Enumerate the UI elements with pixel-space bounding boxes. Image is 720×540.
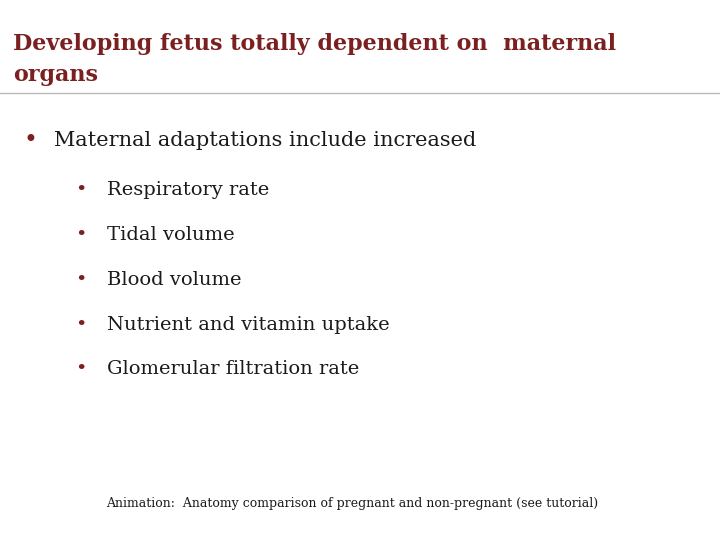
Text: Respiratory rate: Respiratory rate xyxy=(107,181,269,199)
Text: •: • xyxy=(76,271,87,289)
Text: Maternal adaptations include increased: Maternal adaptations include increased xyxy=(54,131,476,150)
Text: Glomerular filtration rate: Glomerular filtration rate xyxy=(107,360,359,379)
Text: •: • xyxy=(76,181,87,199)
Text: Animation:  Anatomy comparison of pregnant and non-pregnant (see tutorial): Animation: Anatomy comparison of pregnan… xyxy=(107,497,599,510)
Text: •: • xyxy=(23,129,37,152)
Text: Blood volume: Blood volume xyxy=(107,271,241,289)
Text: Tidal volume: Tidal volume xyxy=(107,226,234,244)
Text: organs: organs xyxy=(13,64,98,85)
Text: •: • xyxy=(76,226,87,244)
Text: •: • xyxy=(76,360,87,379)
Text: Nutrient and vitamin uptake: Nutrient and vitamin uptake xyxy=(107,315,390,334)
Text: Developing fetus totally dependent on  maternal: Developing fetus totally dependent on ma… xyxy=(13,33,616,55)
Text: •: • xyxy=(76,315,87,334)
